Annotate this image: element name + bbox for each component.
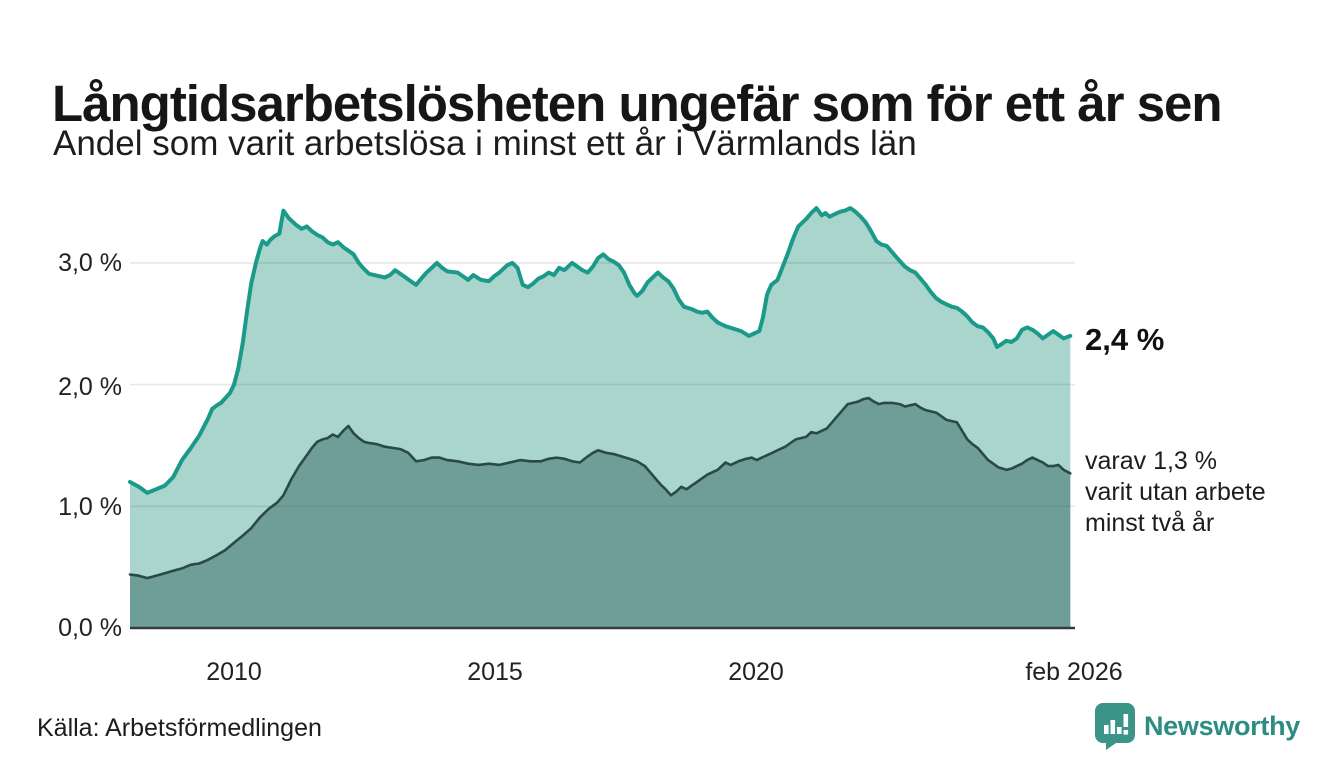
newsworthy-logo: Newsworthy (1094, 703, 1300, 750)
y-tick-2: 2,0 % (58, 373, 122, 401)
x-tick-2010: 2010 (206, 658, 262, 686)
y-tick-3: 3,0 % (58, 249, 122, 277)
line-unemployed-two-years (128, 396, 1072, 580)
y-tick-1: 1,0 % (58, 493, 122, 521)
page-title: Långtidsarbetslösheten ungefär som för e… (52, 75, 1223, 133)
annotation-line-2: varit utan arbete (1085, 478, 1266, 506)
y-tick-0: 0,0 % (58, 614, 122, 642)
end-value-label: 2,4 % (1085, 322, 1165, 357)
newsworthy-bubble-chart-icon (1094, 703, 1135, 750)
x-tick-2015: 2015 (467, 658, 523, 686)
two-year-annotation: varav 1,3 % varit utan arbete minst två … (1085, 446, 1266, 539)
newsworthy-wordmark: Newsworthy (1143, 711, 1300, 741)
line-unemployed-one-year (128, 206, 1073, 495)
x-tick-2020: 2020 (728, 658, 784, 686)
source-credit: Källa: Arbetsförmedlingen (37, 714, 322, 742)
annotation-line-3: minst två år (1085, 509, 1215, 537)
chart-subtitle: Andel som varit arbetslösa i minst ett å… (53, 124, 917, 163)
area-unemployed-two-years (130, 398, 1071, 628)
x-tick-feb-2026: feb 2026 (1025, 658, 1123, 686)
annotation-line-1: varav 1,3 % (1085, 447, 1218, 475)
